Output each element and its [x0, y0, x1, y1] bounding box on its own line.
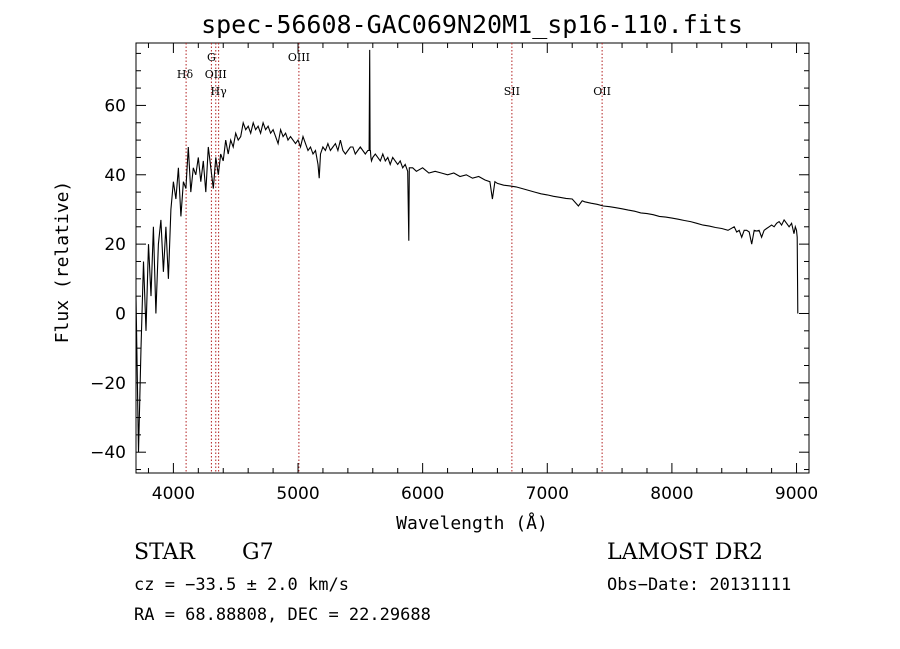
x-tick-label: 6000 — [401, 484, 444, 504]
y-tick-label: 60 — [104, 96, 126, 116]
y-tick-label: 20 — [104, 235, 126, 255]
y-axis-ticks: −40 −20 0 20 40 60 — [90, 52, 809, 471]
x-axis-ticks: 4000 5000 6000 7000 8000 9000 — [147, 43, 818, 504]
x-tick-label: 4000 — [152, 484, 195, 504]
plot-frame — [135, 42, 810, 474]
y-tick-label: 40 — [104, 166, 126, 186]
chart-title: spec-56608-GAC069N20M1_sp16-110.fits — [201, 10, 743, 39]
spectrum-line — [135, 49, 799, 453]
line-marker-label: G — [207, 51, 216, 64]
survey-label: LAMOST DR2 — [607, 540, 763, 565]
x-tick-label: 9000 — [775, 484, 818, 504]
line-marker-label: OIII — [205, 68, 227, 81]
object-subclass: G7 — [242, 540, 274, 565]
coordinates-text: RA = 68.88808, DEC = 22.29688 — [134, 605, 431, 625]
line-markers: Hδ G OIII Hγ OIII SII OII — [177, 43, 611, 473]
x-axis-label: Wavelength (Å) — [396, 512, 548, 534]
object-type: STAR — [134, 540, 196, 565]
obs-date-text: Obs−Date: 20131111 — [607, 575, 791, 595]
x-tick-label: 8000 — [650, 484, 693, 504]
x-tick-label: 7000 — [526, 484, 569, 504]
line-marker-label: Hδ — [177, 68, 194, 81]
y-tick-label: −20 — [90, 374, 126, 394]
redshift-text: cz = −33.5 ± 2.0 km/s — [134, 575, 349, 595]
y-tick-label: 0 — [115, 304, 126, 324]
line-marker-label: SII — [504, 85, 520, 98]
y-tick-label: −40 — [90, 443, 126, 463]
x-tick-label: 5000 — [276, 484, 319, 504]
line-marker-label: OIII — [288, 51, 310, 64]
line-marker-label: Hγ — [211, 85, 228, 98]
spectrum-series — [135, 49, 799, 453]
y-axis-label: Flux (relative) — [52, 181, 73, 344]
line-marker-label: OII — [593, 85, 611, 98]
